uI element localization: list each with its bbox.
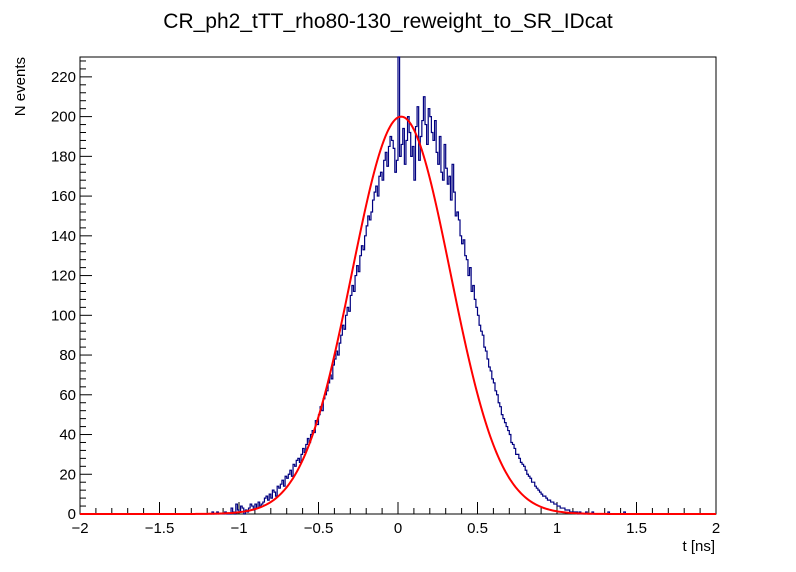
x-tick-label: −1 [230, 520, 247, 537]
x-tick-label: 1.5 [626, 520, 647, 537]
y-tick-label: 200 [51, 109, 76, 126]
y-tick-label: 80 [59, 347, 76, 364]
y-tick-label: 220 [51, 69, 76, 86]
y-axis-label: N events [12, 57, 29, 116]
x-tick-label: 2 [712, 520, 720, 537]
y-tick-label: 20 [59, 466, 76, 483]
x-axis-label: t [ns] [682, 538, 715, 555]
histogram-outline [80, 56, 716, 515]
y-tick-label: 140 [51, 228, 76, 245]
x-tick-label: 0 [394, 520, 402, 537]
y-tick-label: 160 [51, 188, 76, 205]
x-tick-label: 0.5 [467, 520, 488, 537]
histogram-series [80, 56, 716, 515]
y-tick-label: 60 [59, 387, 76, 404]
y-tick-label: 180 [51, 148, 76, 165]
y-tick-label: 0 [68, 506, 76, 523]
x-tick-label: −0.5 [304, 520, 334, 537]
chart-title: CR_ph2_tTT_rho80-130_reweight_to_SR_IDca… [163, 10, 613, 33]
gaussian-fit-curve [80, 115, 716, 515]
x-tick-label: −2 [71, 520, 88, 537]
y-tick-label: 120 [51, 268, 76, 285]
y-axis: 0 20 40 60 80 100 120 140 160 180 200 220 [51, 60, 92, 523]
y-tick-label: 100 [51, 307, 76, 324]
x-axis: −2 −1.5 −1 −0.5 0 0.5 1 1.5 2 [71, 502, 720, 537]
x-tick-label: −1.5 [145, 520, 175, 537]
fit-series [80, 115, 716, 515]
y-tick-label: 40 [59, 427, 76, 444]
x-tick-label: 1 [553, 520, 561, 537]
